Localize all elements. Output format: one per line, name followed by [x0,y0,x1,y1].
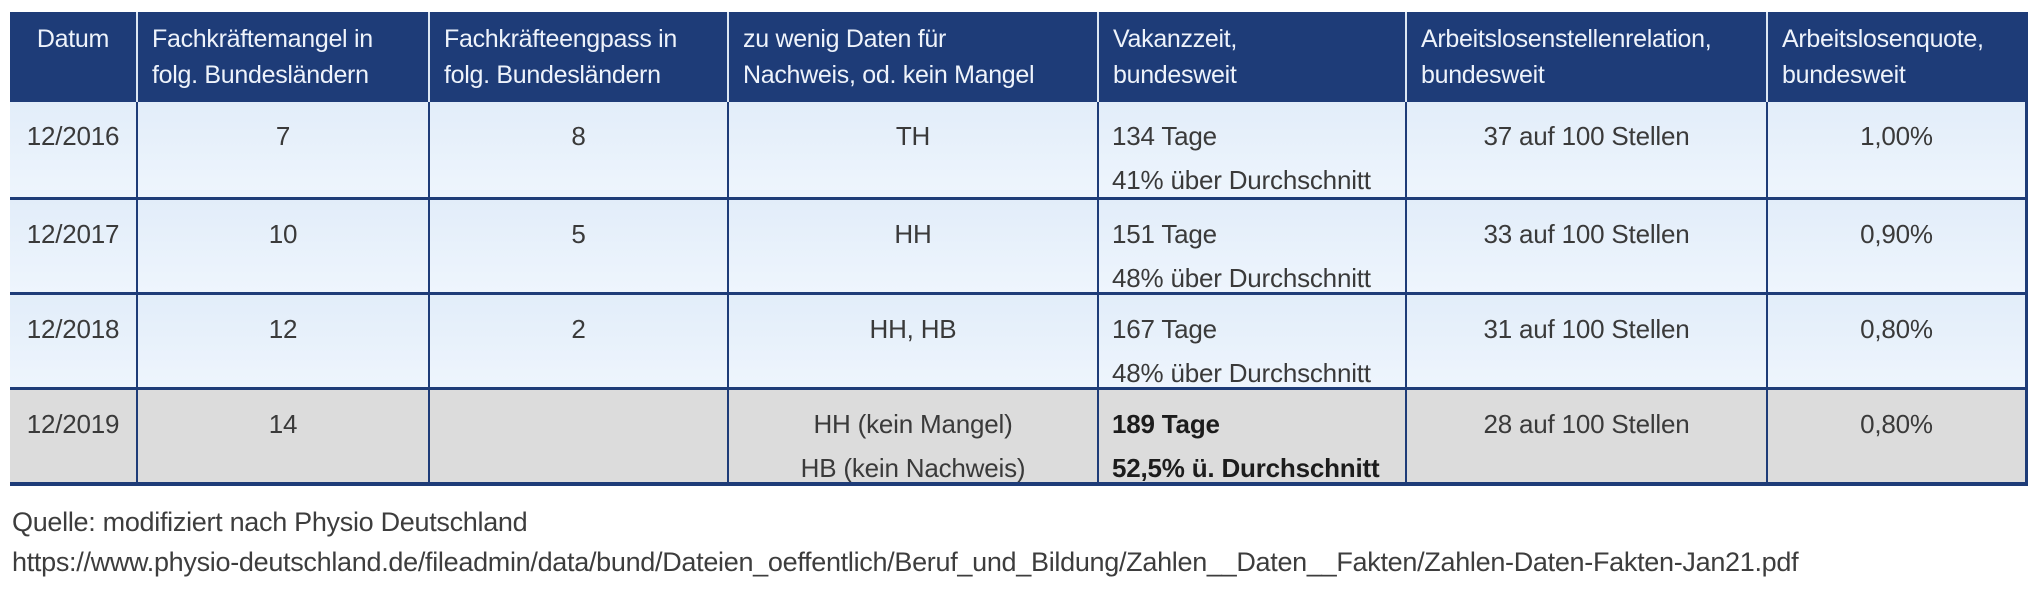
cell-daten: HH [727,200,1097,292]
cell-mangel: 14 [136,390,428,482]
header-fachkraeftemangel: Fachkräftemangel in folg. Bundesländern [136,12,428,102]
source-note: Quelle: modifiziert nach Physio Deutschl… [12,502,1799,582]
cell-mangel: 10 [136,200,428,292]
cell-relation: 31 auf 100 Stellen [1405,295,1766,387]
source-caption: Quelle: modifiziert nach Physio Deutschl… [12,507,528,537]
cell-relation: 33 auf 100 Stellen [1405,200,1766,292]
cell-engpass [428,390,727,482]
table-row-2018: 12/2018 12 2 HH, HB 167 Tage 48% über Du… [10,292,2028,387]
cell-vakanzzeit: 151 Tage 48% über Durchschnitt [1097,200,1405,292]
cell-engpass: 5 [428,200,727,292]
cell-quote: 1,00% [1766,102,2028,197]
cell-mangel: 12 [136,295,428,387]
cell-datum: 12/2019 [26,409,120,439]
table-header-row: Datum Fachkräftemangel in folg. Bundeslä… [10,12,2028,102]
header-vakanzzeit: Vakanzzeit, bundesweit [1097,12,1405,102]
header-zu-wenig-daten: zu wenig Daten für Nachweis, od. kein Ma… [727,12,1097,102]
header-datum: Datum [10,12,136,102]
cell-daten: HH, HB [727,295,1097,387]
cell-mangel: 7 [136,102,428,197]
cell-daten: HH (kein Mangel) HB (kein Nachweis) [727,390,1097,482]
cell-relation: 37 auf 100 Stellen [1405,102,1766,197]
data-table: Datum Fachkräftemangel in folg. Bundeslä… [10,12,2028,486]
cell-quote: 0,90% [1766,200,2028,292]
cell-daten: TH [727,102,1097,197]
cell-vakanzzeit: 189 Tage 52,5% ü. Durchschnitt [1097,390,1405,482]
cell-engpass: 8 [428,102,727,197]
header-arbeitslosenquote: Arbeitslosenquote, bundesweit [1766,12,2028,102]
table-row-2017: 12/2017 10 5 HH 151 Tage 48% über Durchs… [10,197,2028,292]
cell-vakanzzeit: 167 Tage 48% über Durchschnitt [1097,295,1405,387]
cell-vakanzzeit: 134 Tage 41% über Durchschnitt [1097,102,1405,197]
cell-quote: 0,80% [1766,390,2028,482]
header-fachkraefteengpass: Fachkräfteengpass in folg. Bundesländern [428,12,727,102]
cell-datum: 12/2017 [26,219,120,249]
table-row-2019-highlighted: 12/2019 14 HH (kein Mangel) HB (kein Nac… [10,387,2028,482]
cell-relation: 28 auf 100 Stellen [1405,390,1766,482]
cell-engpass: 2 [428,295,727,387]
source-url: https://www.physio-deutschland.de/filead… [12,547,1799,577]
header-arbeitslosenstellenrelation: Arbeitslosenstellenrelation, bundesweit [1405,12,1766,102]
cell-datum: 12/2016 [26,121,120,151]
cell-datum: 12/2018 [26,314,120,344]
table-row-2016: 12/2016 7 8 TH 134 Tage 41% über Durchsc… [10,102,2028,197]
cell-quote: 0,80% [1766,295,2028,387]
